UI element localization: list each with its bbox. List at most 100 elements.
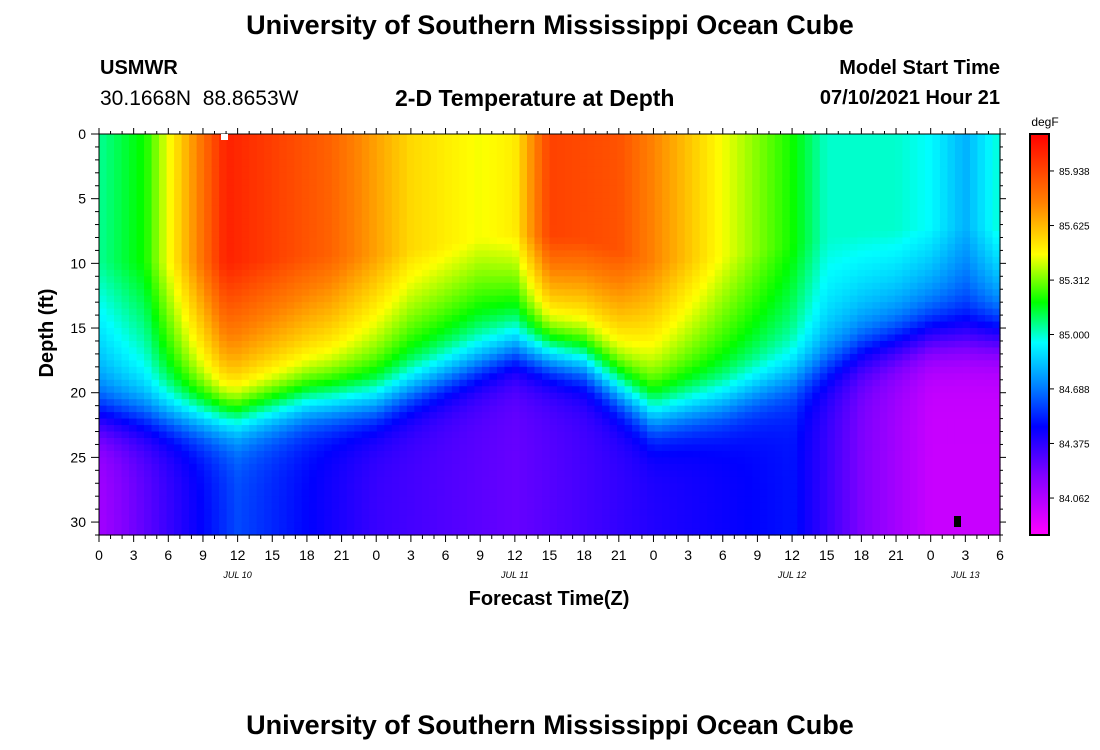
heatmap-cell — [226, 379, 235, 387]
heatmap-cell — [429, 502, 438, 510]
heatmap-cell — [316, 431, 325, 439]
heatmap-cell — [226, 386, 235, 394]
heatmap-cell — [549, 476, 558, 484]
heatmap-cell — [106, 263, 115, 271]
heatmap-cell — [444, 302, 453, 310]
heatmap-cell — [534, 289, 543, 297]
heatmap-cell — [369, 276, 378, 284]
heatmap-cell — [241, 250, 250, 258]
heatmap-cell — [617, 224, 626, 232]
heatmap-cell — [662, 302, 671, 310]
heatmap-cell — [219, 263, 228, 271]
heatmap-cell — [294, 392, 303, 400]
heatmap-cell — [181, 392, 190, 400]
heatmap-cell — [654, 392, 663, 400]
heatmap-cell — [219, 463, 228, 471]
heatmap-cell — [234, 418, 243, 426]
heatmap-cell — [136, 509, 145, 517]
heatmap-cell — [196, 211, 205, 219]
heatmap-cell — [572, 179, 581, 187]
heatmap-cell — [594, 418, 603, 426]
heatmap-cell — [376, 463, 385, 471]
heatmap-cell — [331, 159, 340, 167]
heatmap-cell — [624, 347, 633, 355]
heatmap-cell — [331, 476, 340, 484]
heatmap-cell — [662, 483, 671, 491]
heatmap-cell — [594, 379, 603, 387]
heatmap-cell — [286, 373, 295, 381]
heatmap-cell — [481, 379, 491, 387]
heatmap-cell — [181, 237, 190, 245]
heatmap-cell — [166, 528, 175, 536]
heatmap-cell — [144, 496, 153, 504]
heatmap-cell — [279, 373, 288, 381]
heatmap-cell — [526, 334, 536, 342]
heatmap-cell — [279, 334, 288, 342]
heatmap-cell — [684, 276, 693, 284]
heatmap-cell — [174, 502, 183, 510]
heatmap-cell — [444, 146, 453, 155]
heatmap-cell — [632, 528, 641, 536]
heatmap-cell — [406, 172, 415, 180]
heatmap-cell — [204, 340, 213, 349]
heatmap-cell — [361, 243, 370, 252]
heatmap-cell — [541, 515, 551, 523]
heatmap-cell — [549, 360, 558, 368]
heatmap-cell — [204, 483, 213, 491]
heatmap-cell — [602, 489, 611, 497]
heatmap-cell — [234, 256, 243, 264]
heatmap-cell — [166, 315, 175, 323]
heatmap-cell — [406, 334, 415, 342]
heatmap-cell — [677, 263, 686, 271]
heatmap-cell — [144, 172, 153, 180]
heatmap-cell — [451, 224, 460, 232]
heatmap-cell — [444, 373, 453, 381]
heatmap-cell — [121, 528, 130, 536]
heatmap-cell — [144, 276, 153, 284]
heatmap-cell — [399, 218, 408, 226]
heatmap-cell — [309, 463, 318, 471]
heatmap-cell — [399, 295, 408, 303]
heatmap-cell — [354, 211, 363, 219]
heatmap-cell — [219, 289, 228, 297]
heatmap-cell — [579, 211, 588, 219]
heatmap-cell — [249, 179, 258, 187]
heatmap-cell — [196, 315, 205, 323]
heatmap-cell — [324, 269, 333, 277]
heatmap-cell — [249, 315, 258, 323]
heatmap-cell — [99, 321, 108, 329]
heatmap-cell — [196, 218, 205, 226]
heatmap-cell — [189, 379, 198, 387]
heatmap-cell — [121, 308, 130, 316]
heatmap-cell — [481, 153, 491, 161]
heatmap-cell — [376, 276, 385, 284]
heatmap-cell — [526, 308, 536, 316]
heatmap-cell — [451, 243, 460, 252]
heatmap-cell — [204, 509, 213, 517]
heatmap-cell — [549, 528, 558, 536]
heatmap-cell — [316, 295, 325, 303]
heatmap-cell — [504, 360, 513, 368]
heatmap-cell — [369, 231, 378, 239]
heatmap-cell — [204, 205, 213, 213]
heatmap-cell — [406, 256, 415, 264]
heatmap-cell — [369, 392, 378, 400]
heatmap-cell — [384, 237, 393, 245]
heatmap-cell — [504, 302, 513, 310]
heatmap-cell — [669, 347, 678, 355]
heatmap-cell — [436, 205, 445, 213]
heatmap-cell — [346, 450, 355, 458]
heatmap-cell — [677, 457, 686, 465]
heatmap-cell — [346, 192, 355, 200]
heatmap-cell — [572, 463, 581, 471]
heatmap-cell — [481, 463, 491, 471]
heatmap-cell — [504, 321, 513, 329]
heatmap-cell — [481, 308, 491, 316]
heatmap-cell — [421, 399, 430, 407]
heatmap-cell — [346, 386, 355, 394]
heatmap-cell — [451, 405, 460, 413]
heatmap-cell — [384, 289, 393, 297]
heatmap-cell — [579, 205, 588, 213]
heatmap-cell — [189, 418, 198, 426]
heatmap-cell — [324, 146, 333, 155]
